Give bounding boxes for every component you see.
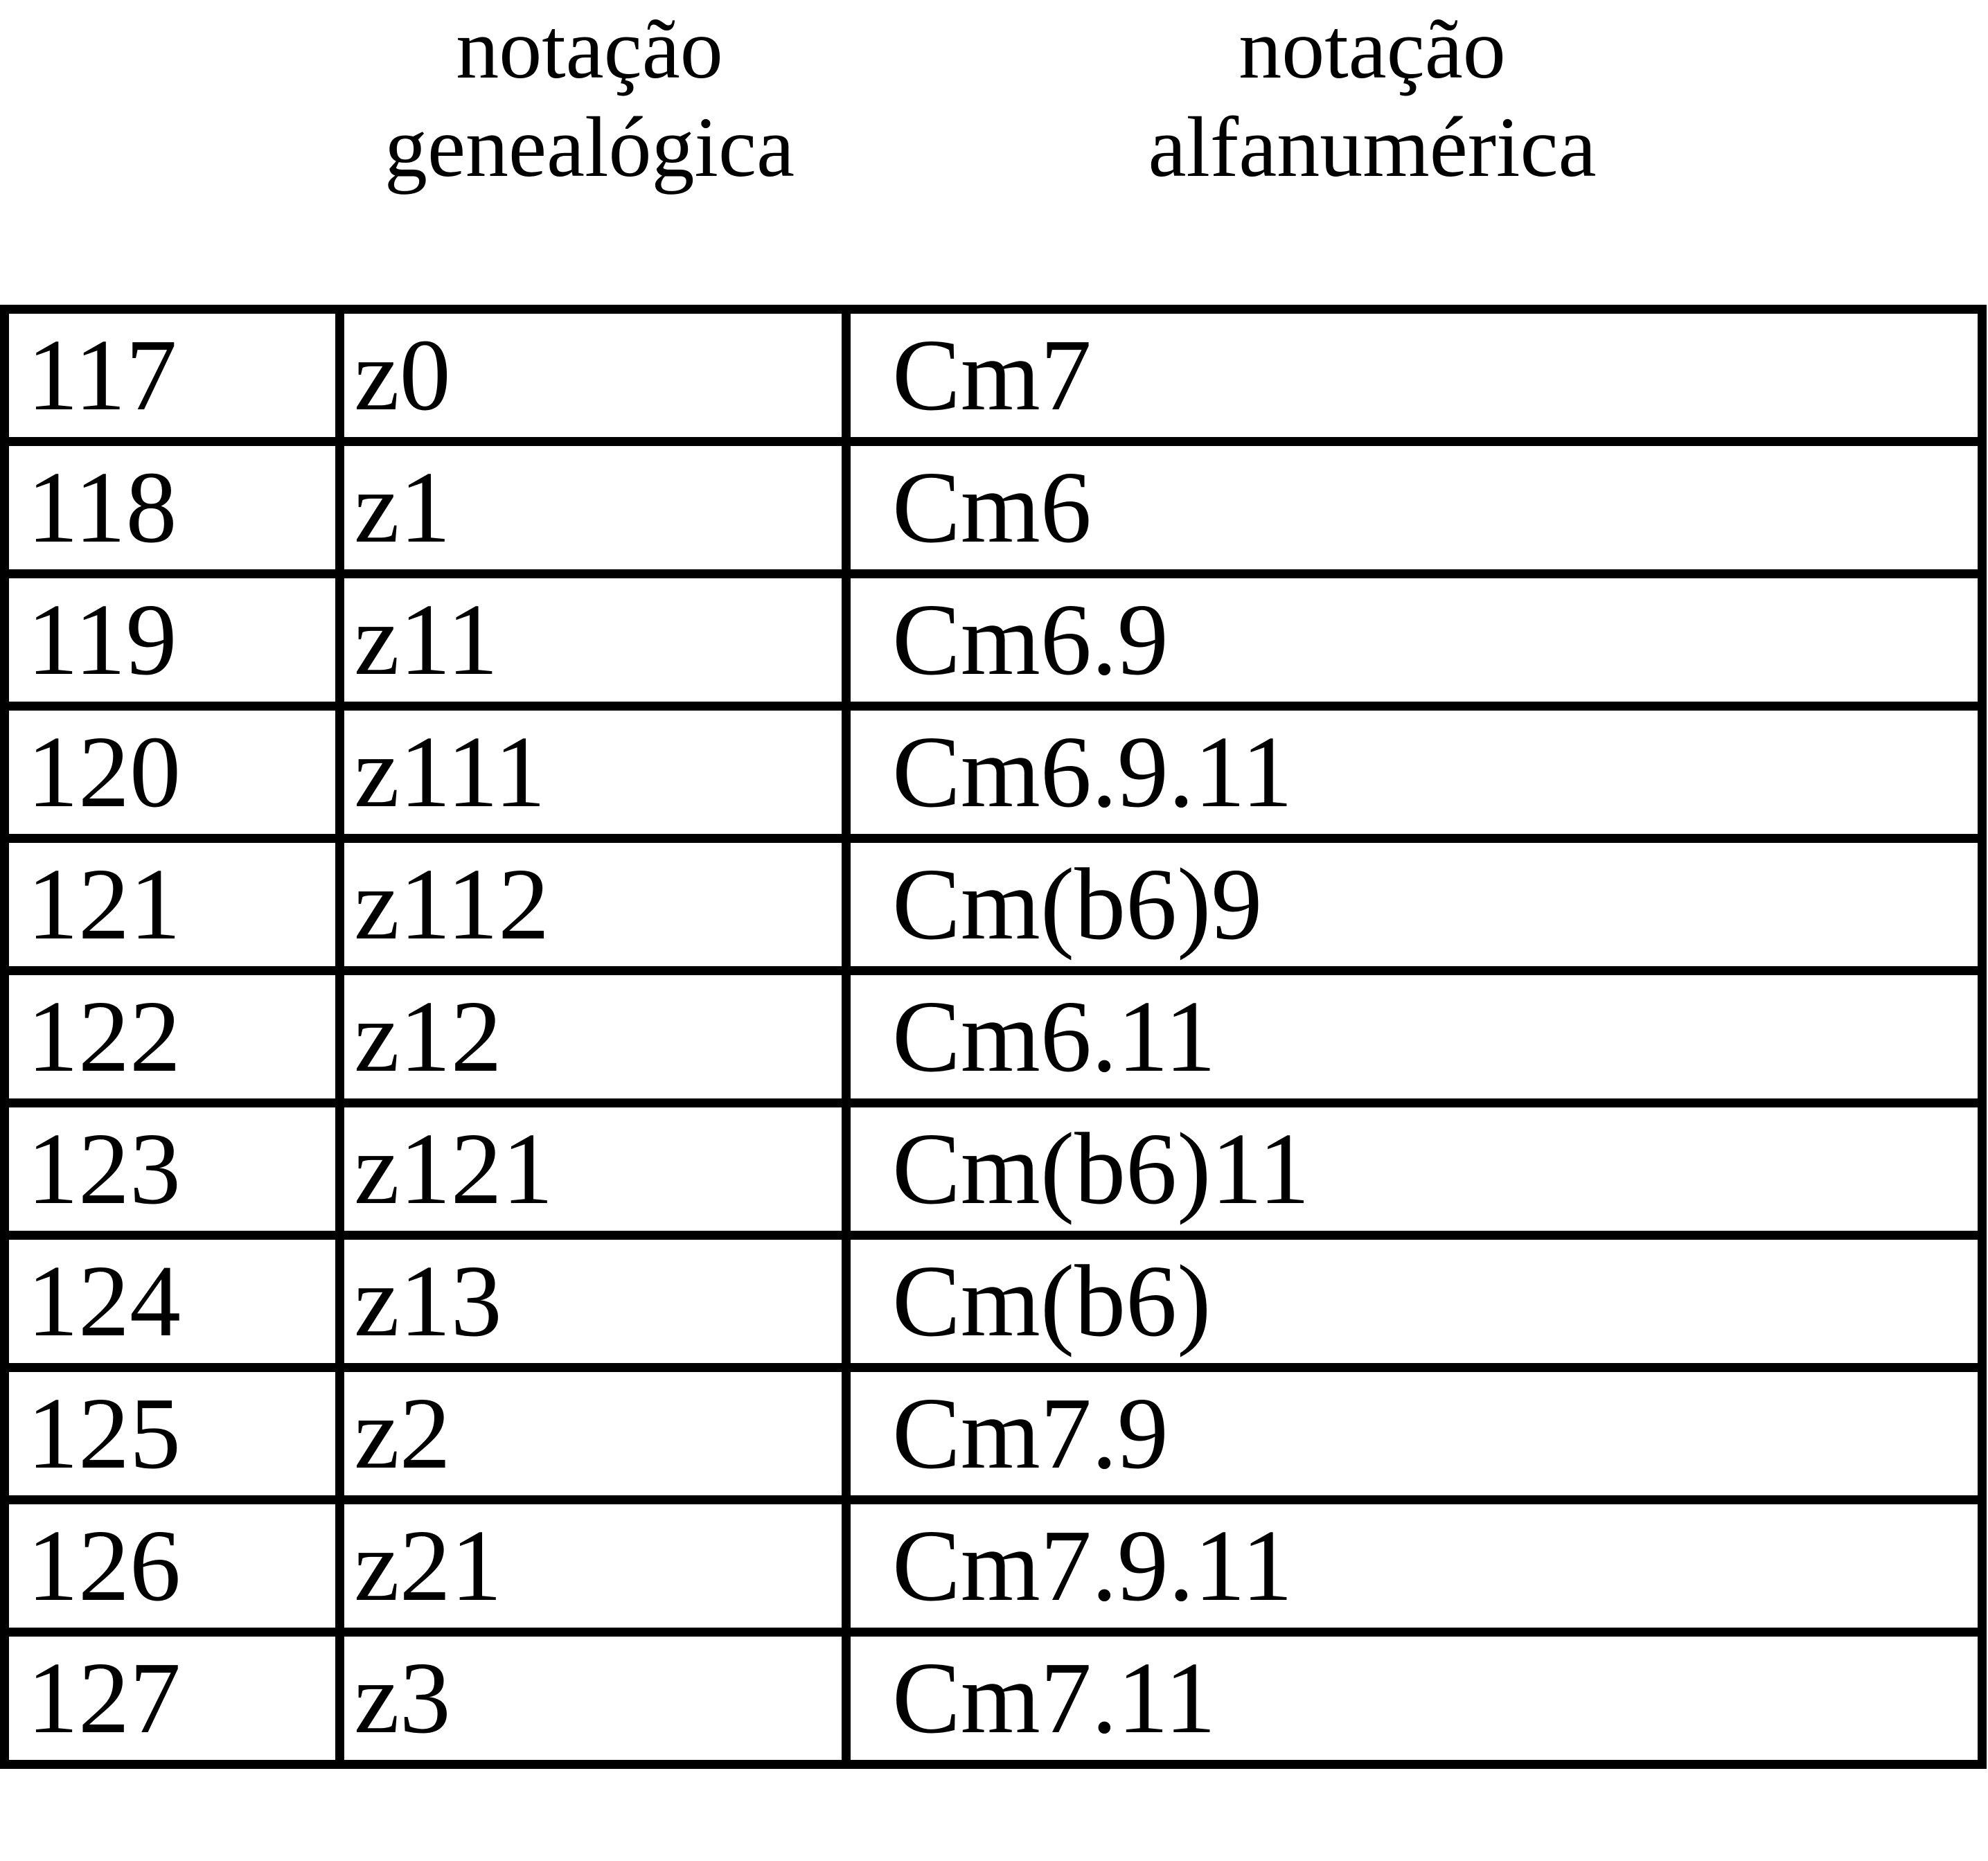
column-header-alfanumerica: notação alfanumérica bbox=[842, 0, 1902, 197]
cell-alfanumerica: Cm7.11 bbox=[842, 1628, 1987, 1769]
cell-alfanumerica: Cm(b6) bbox=[842, 1231, 1987, 1372]
cell-number: 123 bbox=[0, 1098, 344, 1240]
cell-genealogica: z21 bbox=[335, 1495, 851, 1637]
table-row: 117 z0 Cm7 bbox=[0, 305, 1987, 446]
cell-alfanumerica: Cm6.9.11 bbox=[842, 702, 1987, 843]
column-header-genealogica: notação genealógica bbox=[338, 0, 841, 197]
cell-alfanumerica: Cm7 bbox=[842, 305, 1987, 446]
cell-number: 122 bbox=[0, 966, 344, 1107]
column-header-line: alfanumérica bbox=[1148, 100, 1597, 195]
cell-genealogica: z0 bbox=[335, 305, 851, 446]
table-row: 118 z1 Cm6 bbox=[0, 437, 1987, 578]
cell-alfanumerica: Cm7.9 bbox=[842, 1363, 1987, 1504]
cell-number: 119 bbox=[0, 569, 344, 711]
cell-number: 121 bbox=[0, 834, 344, 975]
cell-alfanumerica: Cm7.9.11 bbox=[842, 1495, 1987, 1637]
cell-genealogica: z1 bbox=[335, 437, 851, 578]
cell-number: 125 bbox=[0, 1363, 344, 1504]
cell-alfanumerica: Cm6 bbox=[842, 437, 1987, 578]
table-row: 126 z21 Cm7.9.11 bbox=[0, 1495, 1987, 1637]
table-header: notação genealógica notação alfanumérica bbox=[0, 0, 1988, 305]
cell-number: 118 bbox=[0, 437, 344, 578]
cell-genealogica: z11 bbox=[335, 569, 851, 711]
cell-number: 127 bbox=[0, 1628, 344, 1769]
table-row: 124 z13 Cm(b6) bbox=[0, 1231, 1987, 1372]
cell-genealogica: z112 bbox=[335, 834, 851, 975]
table-row: 122 z12 Cm6.11 bbox=[0, 966, 1987, 1107]
cell-number: 126 bbox=[0, 1495, 344, 1637]
chord-notation-table: 117 z0 Cm7 118 z1 Cm6 119 z11 Cm6.9 120 … bbox=[0, 305, 1987, 1769]
cell-genealogica: z3 bbox=[335, 1628, 851, 1769]
cell-genealogica: z12 bbox=[335, 966, 851, 1107]
cell-genealogica: z13 bbox=[335, 1231, 851, 1372]
table-row: 120 z111 Cm6.9.11 bbox=[0, 702, 1987, 843]
cell-alfanumerica: Cm6.9 bbox=[842, 569, 1987, 711]
table-row: 121 z112 Cm(b6)9 bbox=[0, 834, 1987, 975]
cell-number: 117 bbox=[0, 305, 344, 446]
table-row: 125 z2 Cm7.9 bbox=[0, 1363, 1987, 1504]
column-header-line: notação bbox=[456, 1, 723, 96]
cell-genealogica: z111 bbox=[335, 702, 851, 843]
cell-genealogica: z2 bbox=[335, 1363, 851, 1504]
cell-alfanumerica: Cm6.11 bbox=[842, 966, 1987, 1107]
column-header-line: genealógica bbox=[384, 100, 795, 195]
table-row: 119 z11 Cm6.9 bbox=[0, 569, 1987, 711]
cell-genealogica: z121 bbox=[335, 1098, 851, 1240]
table-row: 123 z121 Cm(b6)11 bbox=[0, 1098, 1987, 1240]
cell-number: 120 bbox=[0, 702, 344, 843]
cell-number: 124 bbox=[0, 1231, 344, 1372]
cell-alfanumerica: Cm(b6)11 bbox=[842, 1098, 1987, 1240]
cell-alfanumerica: Cm(b6)9 bbox=[842, 834, 1987, 975]
column-header-line: notação bbox=[1239, 1, 1506, 96]
table-row: 127 z3 Cm7.11 bbox=[0, 1628, 1987, 1769]
